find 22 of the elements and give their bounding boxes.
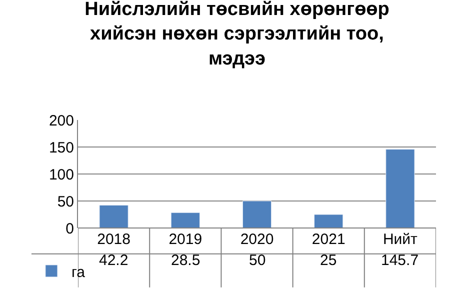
data-label: 145.7	[381, 252, 419, 269]
chart-title: Нийслэлийн төсвийн хөрөнгөөр хийсэн нөхөн сэргээлтийн тоо, мэдээ	[84, 0, 390, 70]
y-tick-label: 200	[48, 112, 74, 130]
bar	[242, 200, 272, 228]
x-tick-label: Нийт	[382, 231, 418, 248]
y-tick-label: 100	[48, 166, 74, 184]
bar	[170, 212, 200, 228]
data-label: 25	[320, 252, 337, 269]
bar	[99, 204, 128, 228]
data-label: 28.5	[171, 252, 200, 269]
bar	[314, 214, 344, 228]
y-tick-label: 50	[57, 193, 74, 210]
x-tick-label: 2018	[97, 231, 130, 248]
legend-label: га	[71, 264, 86, 281]
x-tick-label: 2021	[312, 231, 346, 248]
data-label: 50	[249, 252, 266, 269]
x-tick-label: 2020	[240, 231, 274, 248]
y-tick-label: 150	[48, 139, 74, 156]
data-label: 42.2	[99, 252, 128, 269]
bar	[386, 149, 415, 228]
x-tick-label: 2019	[168, 231, 202, 248]
y-tick-label: 0	[66, 220, 74, 238]
